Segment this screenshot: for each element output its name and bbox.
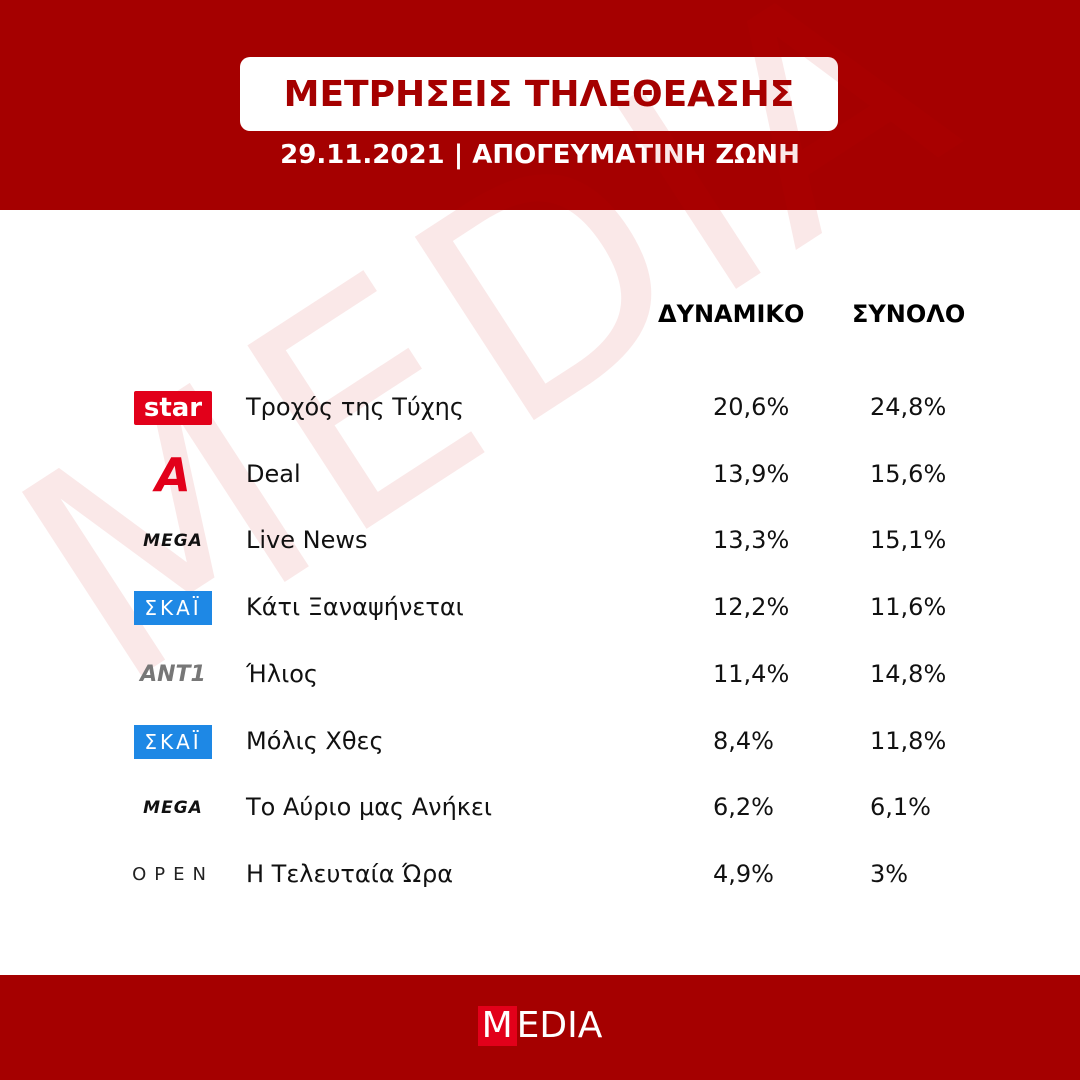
channel-logo: MEGA	[143, 531, 203, 552]
channel-logo: ΣΚΑΪ	[134, 724, 212, 759]
channel-logo: ANT1	[140, 662, 206, 688]
show-name: Τροχός της Τύχης	[246, 393, 464, 421]
show-name: Μόλις Χθες	[246, 726, 384, 755]
value: 15,6%	[870, 459, 947, 488]
channel-logo: ΣΚΑΪ	[134, 591, 212, 626]
value: 15,1%	[870, 526, 947, 555]
title: ΜΕΤΡΗΣΕΙΣ ΤΗΛΕΘΕΑΣΗΣ	[240, 57, 838, 131]
show-name: Deal	[246, 459, 301, 488]
channel-logo: OPEN	[132, 864, 214, 886]
show-name: Κάτι Ξαναψήνεται	[246, 593, 464, 622]
logo-mark: M	[477, 1006, 517, 1046]
show-name: Το Αύριο μας Ανήκει	[246, 793, 493, 822]
column-header: ΔΥΝΑΜΙΚΟ	[658, 300, 805, 328]
show-name: Η Τελευταία Ώρα	[246, 859, 454, 888]
channel-logo: MEGA	[143, 798, 203, 819]
value: 8,4%	[713, 726, 774, 755]
value: 6,1%	[870, 793, 931, 822]
subtitle: 29.11.2021 | ΑΠΟΓΕΥΜΑΤΙΝΗ ΖΩΝΗ	[280, 140, 800, 170]
value: 12,2%	[713, 593, 790, 622]
footer-logo: M EDIA	[0, 1006, 1080, 1046]
footer-band	[0, 975, 1080, 1080]
value: 13,9%	[713, 459, 790, 488]
value: 11,6%	[870, 593, 947, 622]
value: 4,9%	[713, 859, 774, 888]
value: 20,6%	[713, 393, 790, 421]
channel-logo: star	[134, 391, 212, 425]
value: 11,8%	[870, 726, 947, 755]
value: 3%	[870, 859, 909, 888]
value: 6,2%	[713, 793, 774, 822]
show-name: Ήλιος	[246, 659, 318, 688]
value: 13,3%	[713, 526, 790, 555]
logo-text: EDIA	[516, 1005, 603, 1046]
value: 24,8%	[870, 393, 947, 421]
value: 14,8%	[870, 659, 947, 688]
channel-logo: Α	[155, 447, 191, 502]
show-name: Live News	[246, 526, 368, 555]
column-header: ΣΥΝΟΛΟ	[852, 300, 966, 328]
value: 11,4%	[713, 659, 790, 688]
